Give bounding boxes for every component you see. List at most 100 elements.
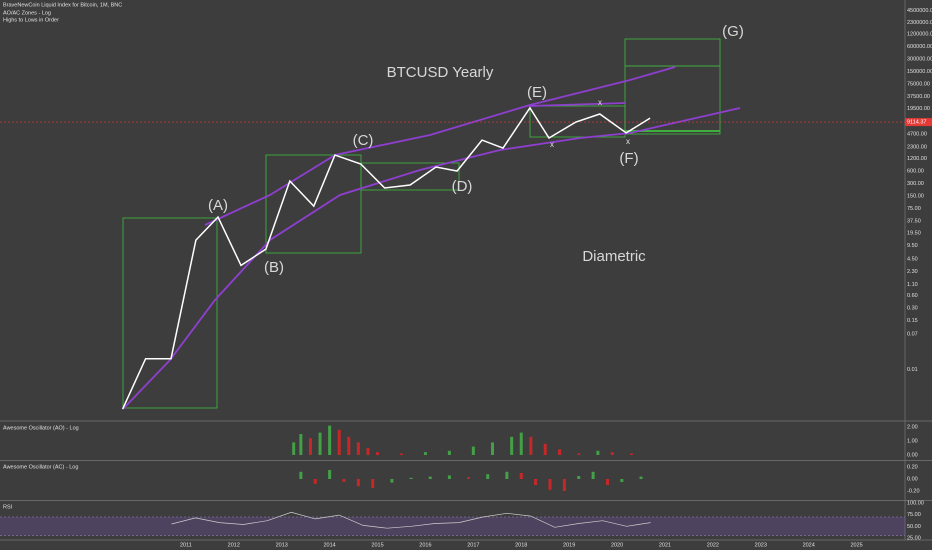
bar bbox=[313, 479, 317, 484]
bar bbox=[596, 450, 600, 455]
bar bbox=[390, 479, 394, 483]
bar bbox=[423, 452, 427, 455]
y-tick-label: 1.00 bbox=[907, 438, 918, 444]
last-price-tag bbox=[905, 118, 932, 127]
bar bbox=[562, 479, 566, 491]
y-tick-label: 150.00 bbox=[907, 194, 924, 200]
y-tick-label: 75000.00 bbox=[907, 82, 930, 88]
y-tick-label: 0.15 bbox=[907, 318, 918, 324]
y-tick-label: -0.20 bbox=[907, 488, 920, 494]
header-line: AO/AC Zones - Log bbox=[3, 10, 51, 16]
rsi-band bbox=[0, 517, 905, 536]
panel-title: RSI bbox=[3, 504, 13, 510]
bar bbox=[428, 476, 432, 479]
bar bbox=[620, 479, 624, 482]
bar bbox=[577, 453, 581, 455]
bar bbox=[356, 442, 360, 455]
annotation: (D) bbox=[452, 178, 473, 195]
x-tick-label: 2022 bbox=[707, 542, 719, 548]
bar bbox=[505, 471, 509, 479]
bar bbox=[591, 471, 595, 479]
y-tick-label: 0.60 bbox=[907, 293, 918, 299]
y-tick-label: 37500.00 bbox=[907, 94, 930, 100]
y-tick-label: 1200.00 bbox=[907, 156, 927, 162]
bar bbox=[318, 432, 322, 455]
annotation: (E) bbox=[527, 84, 547, 101]
bar bbox=[337, 429, 341, 455]
header-title: BraveNewCoin Liquid Index for Bitcoin, 1… bbox=[3, 2, 122, 8]
bar bbox=[308, 438, 312, 455]
y-tick-label: 37.50 bbox=[907, 219, 921, 225]
y-tick-label: 150000.00 bbox=[907, 69, 932, 75]
y-tick-label: 600.00 bbox=[907, 169, 924, 175]
annotation: x bbox=[626, 137, 630, 146]
bar bbox=[328, 470, 332, 479]
header-line: Highs to Lows in Order bbox=[3, 17, 59, 23]
x-tick-label: 2018 bbox=[515, 542, 527, 548]
bar bbox=[299, 434, 303, 455]
bar bbox=[519, 432, 523, 455]
y-tick-label: 2300000.00 bbox=[907, 20, 932, 26]
y-tick-label: 50.00 bbox=[907, 524, 921, 530]
bar bbox=[610, 452, 614, 455]
annotation: x bbox=[550, 140, 554, 149]
x-tick-label: 2017 bbox=[467, 542, 479, 548]
y-tick-label: 9.50 bbox=[907, 243, 918, 249]
y-tick-label: 2.00 bbox=[907, 424, 918, 430]
bar bbox=[558, 449, 562, 455]
y-tick-label: 4.50 bbox=[907, 257, 918, 263]
bar bbox=[342, 479, 346, 482]
y-tick-label: 2.30 bbox=[907, 269, 918, 275]
x-tick-label: 2020 bbox=[611, 542, 623, 548]
y-tick-label: 300.00 bbox=[907, 181, 924, 187]
x-tick-label: 2011 bbox=[180, 542, 192, 548]
bar bbox=[534, 479, 538, 485]
y-tick-label: 19500.00 bbox=[907, 106, 930, 112]
x-tick-label: 2013 bbox=[276, 542, 288, 548]
bar bbox=[347, 436, 351, 455]
x-tick-label: 2016 bbox=[419, 542, 431, 548]
bar bbox=[328, 425, 332, 455]
bar bbox=[299, 471, 303, 479]
bar bbox=[548, 479, 552, 490]
y-tick-label: 75.00 bbox=[907, 206, 921, 212]
x-tick-label: 2025 bbox=[850, 542, 862, 548]
bar bbox=[356, 479, 360, 487]
annotation: Diametric bbox=[582, 248, 646, 265]
line-series bbox=[171, 511, 651, 529]
bar bbox=[529, 436, 533, 455]
y-tick-label: 19.50 bbox=[907, 230, 921, 236]
annotation: (B) bbox=[264, 259, 284, 276]
y-tick-label: 0.00 bbox=[907, 476, 918, 482]
y-tick-label: 0.00 bbox=[907, 452, 918, 458]
bar bbox=[366, 447, 370, 455]
bar bbox=[543, 443, 547, 455]
annotation: (A) bbox=[208, 197, 228, 214]
last-price-label: 9114.37 bbox=[907, 120, 926, 126]
bar bbox=[399, 453, 403, 455]
x-tick-label: 2015 bbox=[371, 542, 383, 548]
x-tick-label: 2019 bbox=[563, 542, 575, 548]
x-tick-label: 2014 bbox=[323, 542, 335, 548]
bar bbox=[467, 477, 471, 479]
bar bbox=[577, 476, 581, 479]
bar bbox=[491, 442, 495, 455]
x-tick-label: 2023 bbox=[755, 542, 767, 548]
bar bbox=[639, 476, 643, 479]
y-tick-label: 600000.00 bbox=[907, 44, 932, 50]
y-tick-label: 0.07 bbox=[907, 332, 918, 338]
annotation: (G) bbox=[722, 23, 744, 40]
bar bbox=[519, 473, 523, 479]
y-tick-label: 1.10 bbox=[907, 282, 918, 288]
bar bbox=[510, 436, 514, 455]
line-series bbox=[121, 106, 651, 410]
y-tick-label: 300000.00 bbox=[907, 57, 932, 63]
bar bbox=[629, 453, 633, 455]
bar bbox=[605, 479, 609, 485]
bar bbox=[471, 446, 475, 455]
y-tick-label: 4500000.00 bbox=[907, 8, 932, 14]
annotation: x bbox=[598, 98, 602, 107]
x-tick-label: 2024 bbox=[803, 542, 815, 548]
